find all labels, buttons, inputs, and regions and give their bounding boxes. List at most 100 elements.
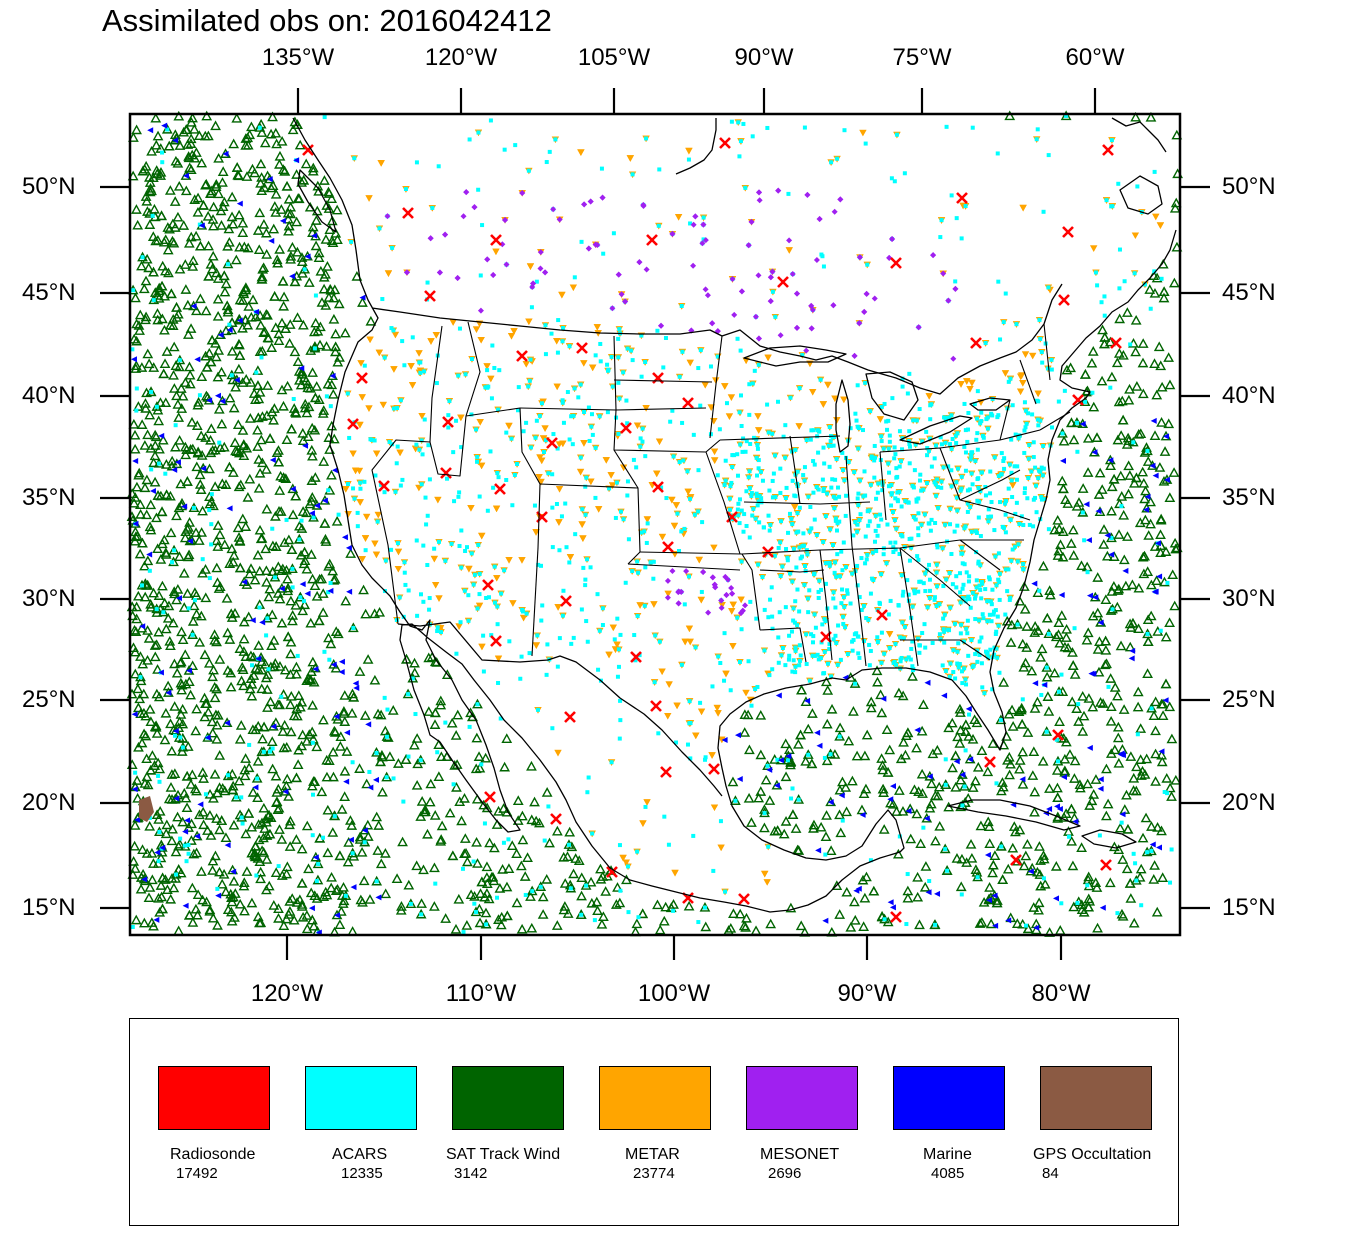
acars-marker xyxy=(551,432,556,437)
sat-track-wind-marker xyxy=(1005,758,1016,769)
sat-track-wind-marker xyxy=(359,836,371,847)
sat-track-wind-marker xyxy=(141,753,153,764)
metar-marker xyxy=(840,396,848,404)
acars-marker xyxy=(394,461,399,466)
sat-track-wind-marker xyxy=(576,872,588,883)
sat-track-wind-marker xyxy=(256,127,268,137)
sat-track-wind-marker xyxy=(1068,901,1080,912)
sat-track-wind-marker xyxy=(1150,776,1161,786)
sat-track-wind-marker xyxy=(1146,702,1157,713)
acars-marker xyxy=(969,471,974,476)
sat-track-wind-marker xyxy=(155,397,166,407)
acars-marker xyxy=(792,620,797,625)
sat-track-wind-marker xyxy=(179,532,191,543)
sat-track-wind-marker xyxy=(564,826,576,837)
sat-track-wind-marker xyxy=(230,254,242,265)
sat-track-wind-marker xyxy=(212,541,224,551)
sat-track-wind-marker xyxy=(285,690,297,701)
sat-track-wind-marker xyxy=(162,680,174,691)
sat-track-wind-marker xyxy=(303,863,314,874)
acars-marker xyxy=(422,369,427,374)
sat-track-wind-marker xyxy=(517,810,528,821)
sat-track-wind-marker xyxy=(148,294,160,305)
sat-track-wind-marker xyxy=(1029,703,1041,713)
acars-marker xyxy=(550,726,555,731)
acars-marker xyxy=(977,618,982,623)
sat-track-wind-marker xyxy=(228,875,240,886)
sat-track-wind-marker xyxy=(182,741,194,751)
acars-marker xyxy=(943,757,948,762)
sat-track-wind-marker xyxy=(184,517,195,527)
sat-track-wind-marker xyxy=(1022,838,1033,849)
sat-track-wind-marker xyxy=(306,495,318,506)
sat-track-wind-marker xyxy=(311,893,323,903)
sat-track-wind-marker xyxy=(526,885,538,896)
sat-track-wind-marker xyxy=(282,207,294,218)
acars-marker xyxy=(475,459,480,464)
sat-track-wind-marker xyxy=(214,750,226,760)
acars-marker xyxy=(870,550,875,555)
sat-track-wind-marker xyxy=(330,341,342,352)
right-lat-label: 40°N xyxy=(1222,382,1276,409)
metar-marker xyxy=(595,506,603,513)
sat-track-wind-marker xyxy=(270,770,282,781)
sat-track-wind-marker xyxy=(309,342,321,353)
sat-track-wind-marker xyxy=(168,341,180,352)
acars-marker xyxy=(795,469,800,474)
sat-track-wind-marker xyxy=(858,921,870,931)
acars-marker xyxy=(482,821,487,826)
sat-track-wind-marker xyxy=(1083,693,1095,703)
sat-track-wind-marker xyxy=(320,300,332,310)
sat-track-wind-marker xyxy=(841,886,853,897)
sat-track-wind-marker xyxy=(962,793,974,803)
sat-track-wind-marker xyxy=(820,831,832,842)
acars-marker xyxy=(507,639,512,644)
sat-track-wind-marker xyxy=(460,847,472,858)
sat-track-wind-marker xyxy=(699,901,711,912)
sat-track-wind-marker xyxy=(345,815,356,825)
sat-track-wind-marker xyxy=(298,174,310,185)
acars-marker xyxy=(467,137,472,142)
metar-marker xyxy=(356,421,364,429)
metar-marker xyxy=(455,623,463,630)
acars-marker xyxy=(391,406,396,411)
sat-track-wind-marker xyxy=(176,684,188,695)
sat-track-wind-marker xyxy=(529,796,540,807)
sat-track-wind-marker xyxy=(1097,698,1109,708)
sat-track-wind-marker xyxy=(983,821,995,832)
sat-track-wind-marker xyxy=(1017,638,1029,649)
acars-marker xyxy=(983,484,988,489)
acars-marker xyxy=(509,436,514,441)
sat-track-wind-marker xyxy=(893,785,905,795)
sat-track-wind-marker xyxy=(262,380,274,390)
acars-marker xyxy=(617,327,622,332)
sat-track-wind-marker xyxy=(835,827,847,838)
sat-track-wind-marker xyxy=(315,265,327,276)
sat-track-wind-marker xyxy=(1052,782,1063,793)
acars-marker xyxy=(973,652,978,657)
sat-track-wind-marker xyxy=(377,786,388,797)
metar-marker xyxy=(685,625,694,633)
acars-marker xyxy=(446,413,451,418)
acars-marker xyxy=(754,616,759,621)
sat-track-wind-marker xyxy=(433,771,445,781)
sat-track-wind-marker xyxy=(188,848,200,859)
sat-track-wind-marker xyxy=(319,175,330,185)
sat-track-wind-marker xyxy=(243,762,255,773)
sat-track-wind-marker xyxy=(241,579,253,589)
sat-track-wind-marker xyxy=(258,262,270,273)
sat-track-wind-marker xyxy=(283,220,295,231)
sat-track-wind-marker xyxy=(1032,696,1043,707)
sat-track-wind-marker xyxy=(204,463,215,474)
sat-track-wind-marker xyxy=(235,720,247,730)
acars-marker xyxy=(526,384,531,389)
sat-track-wind-marker xyxy=(253,454,265,464)
metar-marker xyxy=(609,624,617,632)
acars-marker xyxy=(657,639,662,644)
sat-track-wind-marker xyxy=(1054,925,1066,935)
acars-marker xyxy=(894,132,899,137)
sat-track-wind-marker xyxy=(926,778,937,789)
sat-track-wind-marker xyxy=(250,394,261,405)
sat-track-wind-marker xyxy=(1019,603,1031,614)
acars-marker xyxy=(802,125,807,130)
